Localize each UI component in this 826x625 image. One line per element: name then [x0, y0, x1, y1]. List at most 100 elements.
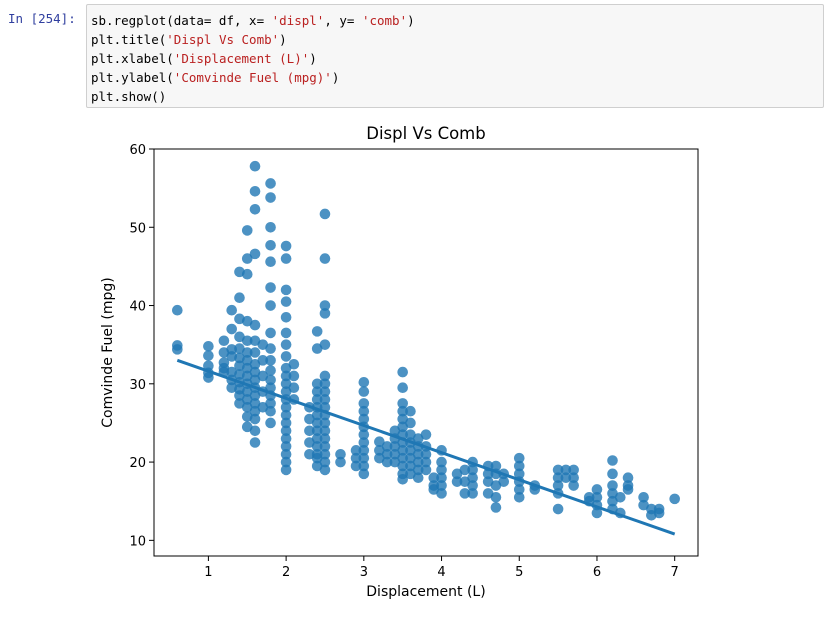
x-tick-label: 5: [515, 565, 523, 580]
code-string-token: 'Comvinde Fuel (mpg)': [173, 70, 332, 85]
x-axis-ticks: 1 2 3 4 5 6 7: [204, 556, 679, 580]
data-point: [234, 292, 245, 304]
data-point: [412, 448, 424, 460]
x-tick-label: 2: [282, 565, 290, 580]
data-point: [638, 491, 649, 503]
data-point: [490, 460, 502, 472]
data-point: [265, 221, 276, 233]
data-point: [311, 433, 323, 444]
regression-line: [176, 358, 676, 536]
data-point: [311, 425, 323, 437]
data-point: [459, 488, 471, 499]
data-point: [311, 417, 323, 429]
y-tick-label: 30: [129, 378, 146, 393]
data-point: [280, 339, 292, 350]
data-point: [459, 464, 471, 476]
data-point: [319, 433, 331, 444]
y-tick-label: 10: [129, 534, 146, 549]
data-point: [249, 425, 261, 437]
data-point: [280, 253, 292, 264]
data-point: [172, 344, 183, 355]
data-point: [319, 441, 331, 452]
data-point: [319, 425, 331, 437]
data-point: [172, 304, 183, 316]
data-point: [265, 398, 276, 409]
code-token: ): [309, 51, 317, 66]
data-point: [467, 472, 478, 484]
data-point: [280, 296, 292, 307]
data-point: [381, 456, 393, 468]
y-tick-label: 40: [129, 300, 146, 315]
data-point: [436, 472, 447, 484]
data-point: [405, 405, 416, 417]
data-point: [420, 448, 432, 460]
data-point: [428, 472, 440, 484]
code-editor[interactable]: sb.regplot(data= df, x= 'displ', y= 'com…: [91, 11, 823, 106]
data-point: [358, 429, 370, 440]
x-tick-label: 7: [671, 565, 679, 580]
data-point: [319, 456, 331, 468]
data-point: [218, 335, 230, 347]
data-point: [280, 433, 292, 444]
scatter-chart: 1 2 3 4 5 6 7 10 20 30 40 50 60 Displ Vs Comb Displ…: [100, 124, 699, 600]
data-point: [358, 452, 370, 464]
data-point: [226, 304, 238, 316]
data-point: [412, 464, 424, 476]
data-point: [397, 366, 408, 378]
data-point: [513, 491, 525, 503]
data-point: [319, 208, 331, 220]
data-point: [335, 448, 346, 460]
data-point: [319, 339, 331, 350]
data-point: [203, 372, 214, 383]
code-token: sb.regplot(data= df, x=: [91, 13, 272, 28]
data-point: [498, 476, 510, 487]
data-point: [607, 468, 618, 480]
x-tick-label: 1: [204, 565, 212, 580]
code-token: plt.ylabel(: [91, 70, 174, 85]
data-point: [436, 480, 447, 491]
data-point: [319, 300, 331, 311]
data-point: [646, 510, 657, 521]
data-point: [358, 445, 370, 456]
data-point: [249, 248, 261, 260]
data-point: [513, 460, 525, 472]
code-token: ): [279, 32, 287, 47]
data-point: [397, 405, 408, 417]
data-point: [265, 282, 276, 293]
data-point: [249, 203, 261, 215]
x-tick-label: 4: [437, 565, 445, 580]
data-point: [241, 335, 253, 347]
data-point: [350, 445, 362, 456]
code-token: plt.xlabel(: [91, 51, 174, 66]
data-point: [374, 436, 385, 448]
data-point: [607, 455, 618, 466]
data-point: [241, 225, 253, 236]
x-tick-label: 6: [593, 565, 601, 580]
data-point: [280, 409, 292, 421]
data-point: [420, 464, 432, 476]
data-point: [280, 456, 292, 468]
data-point: [241, 347, 253, 358]
code-string-token: 'comb': [361, 13, 408, 28]
data-point: [513, 452, 525, 464]
data-point: [249, 413, 261, 425]
data-point: [311, 409, 323, 421]
data-point: [311, 378, 323, 390]
data-point: [358, 460, 370, 472]
data-point: [412, 456, 424, 468]
y-axis-ticks: 10 20 30 40 50 60: [129, 143, 154, 549]
data-point: [311, 326, 323, 337]
data-point: [591, 507, 603, 519]
data-point: [358, 376, 370, 388]
data-point: [335, 456, 346, 468]
data-point: [420, 429, 432, 440]
data-point: [311, 386, 323, 397]
data-point: [319, 448, 331, 460]
data-point: [280, 441, 292, 452]
data-point: [358, 386, 370, 397]
data-point: [280, 370, 292, 382]
data-point: [241, 268, 253, 280]
data-point: [319, 386, 331, 397]
data-point: [552, 480, 564, 491]
code-cell[interactable]: sb.regplot(data= df, x= 'displ', y= 'com…: [86, 4, 824, 108]
